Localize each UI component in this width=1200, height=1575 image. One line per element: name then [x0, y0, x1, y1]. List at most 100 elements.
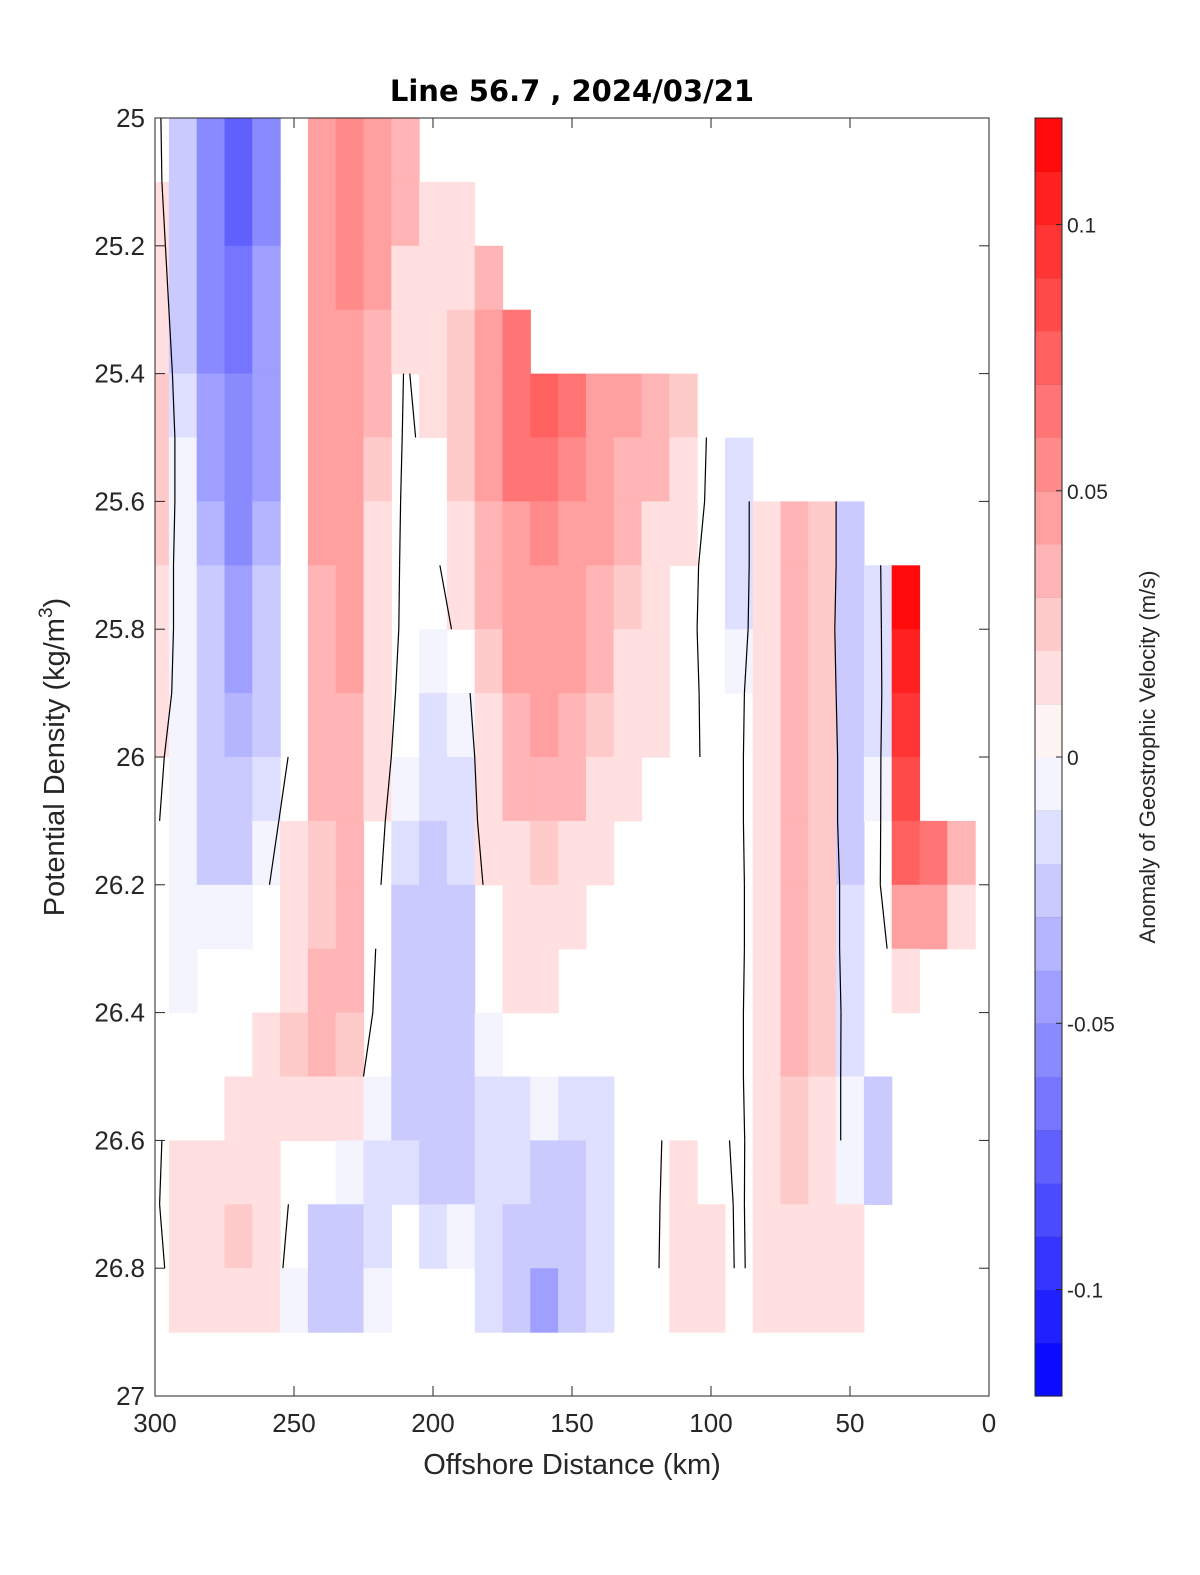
- heatmap-cell: [252, 757, 281, 822]
- zero-contour-segment: [400, 437, 403, 502]
- heatmap-cell: [363, 309, 392, 375]
- zero-contour-segment: [476, 820, 484, 885]
- zero-contour-segment: [171, 373, 176, 438]
- heatmap-cell: [558, 565, 587, 630]
- heatmap-cell: [419, 181, 448, 247]
- heatmap-cell: [307, 884, 337, 950]
- colorbar-band: [1035, 118, 1062, 172]
- zero-contour-segment: [399, 501, 402, 566]
- heatmap-cell: [669, 373, 698, 439]
- heatmap-cell: [724, 501, 754, 566]
- zero-contour-segment: [161, 181, 166, 246]
- zero-contour-segment: [659, 1140, 663, 1205]
- heatmap-cell: [419, 1012, 448, 1078]
- heatmap-cell: [808, 565, 837, 630]
- heatmap-cell: [808, 501, 837, 566]
- heatmap-cell: [335, 757, 365, 822]
- heatmap-cell: [419, 757, 448, 822]
- heatmap-cell: [168, 245, 198, 311]
- y-tick-label: 26.8: [94, 1253, 145, 1283]
- heatmap-cell: [669, 1268, 698, 1333]
- heatmap-cell: [919, 820, 948, 886]
- heatmap-cell: [446, 373, 476, 439]
- heatmap-cell: [307, 629, 337, 694]
- heatmap-cell: [780, 565, 809, 630]
- colorbar-band: [1035, 1183, 1062, 1237]
- heatmap-cell: [808, 948, 837, 1014]
- heatmap-cell: [780, 629, 809, 694]
- heatmap-cell: [252, 309, 281, 375]
- y-axis-label: Potential Density (kg/m3): [36, 598, 71, 916]
- heatmap-cell: [891, 629, 921, 694]
- heatmap-cell: [252, 693, 281, 758]
- heatmap-cell: [391, 181, 420, 247]
- colorbar-band: [1035, 277, 1062, 332]
- heatmap-cell: [224, 884, 253, 950]
- heatmap-cell: [780, 1268, 809, 1333]
- heatmap-cell: [363, 118, 392, 183]
- zero-contour-segment: [742, 820, 745, 885]
- heatmap-cell: [446, 245, 476, 311]
- heatmap-cell: [224, 1204, 253, 1269]
- x-axis: 300 250 200 150 100 50 0: [133, 118, 996, 1438]
- y-tick-label: 27: [116, 1381, 145, 1411]
- heatmap-cell: [863, 693, 893, 758]
- zero-contour-segment: [837, 820, 841, 885]
- zero-contour-segment: [168, 309, 173, 374]
- heatmap-cell: [363, 437, 392, 502]
- heatmap-cell: [168, 437, 198, 502]
- heatmap-cell: [335, 245, 365, 311]
- heatmap-cell: [752, 948, 782, 1014]
- zero-contour-segment: [394, 629, 400, 694]
- heatmap-cell: [474, 565, 504, 630]
- heatmap-cell: [641, 629, 670, 694]
- heatmap-cell: [836, 629, 865, 694]
- chart-title: Line 56.7 , 2024/03/21: [390, 74, 754, 108]
- heatmap-cell: [252, 629, 281, 694]
- heatmap-cell: [808, 884, 837, 950]
- heatmap-cell: [752, 757, 782, 822]
- heatmap-cell: [335, 565, 365, 630]
- heatmap-cell: [363, 1268, 392, 1333]
- heatmap-cell: [363, 1204, 392, 1269]
- heatmap-cell: [613, 629, 643, 694]
- heatmap-cell: [836, 757, 865, 822]
- heatmap-cell: [808, 1076, 837, 1141]
- heatmap-cell: [252, 373, 281, 439]
- heatmap-cell: [335, 820, 365, 886]
- zero-contour-segment: [398, 565, 401, 630]
- heatmap-cell: [168, 948, 198, 1014]
- heatmap-cell: [419, 948, 448, 1014]
- heatmap-cell: [502, 373, 531, 439]
- heatmap-cell: [836, 820, 865, 886]
- zero-contours: [159, 118, 888, 1269]
- heatmap-cell: [530, 1140, 559, 1205]
- heatmap-cell: [780, 501, 809, 566]
- colorbar-band: [1035, 970, 1062, 1024]
- heatmap-cell: [502, 1076, 531, 1141]
- heatmap-cell: [155, 629, 170, 694]
- zero-contour-segment: [474, 756, 479, 821]
- zero-contour-segment: [372, 948, 377, 1013]
- zero-contour-segment: [879, 884, 888, 949]
- heatmap-cell: [474, 373, 504, 439]
- heatmap-cell: [613, 693, 643, 758]
- heatmap-cell: [196, 1204, 226, 1269]
- heatmap-cell: [780, 948, 809, 1014]
- heatmap-cell: [168, 118, 198, 183]
- heatmap-cell: [863, 1076, 893, 1141]
- heatmap-cell: [335, 373, 365, 439]
- heatmap-cell: [836, 565, 865, 630]
- heatmap-cell: [530, 948, 559, 1014]
- heatmap-cell: [224, 501, 253, 566]
- colorbar-band: [1035, 757, 1062, 811]
- heatmap-cell: [613, 757, 643, 822]
- zero-contour-segment: [696, 629, 700, 694]
- heatmap-cell: [446, 501, 476, 566]
- heatmap-cell: [474, 820, 504, 886]
- heatmap-cell: [502, 1204, 531, 1269]
- heatmap-cell: [641, 565, 670, 630]
- colorbar-band: [1035, 597, 1062, 651]
- heatmap-cell: [780, 1076, 809, 1141]
- heatmap-cell: [280, 820, 309, 886]
